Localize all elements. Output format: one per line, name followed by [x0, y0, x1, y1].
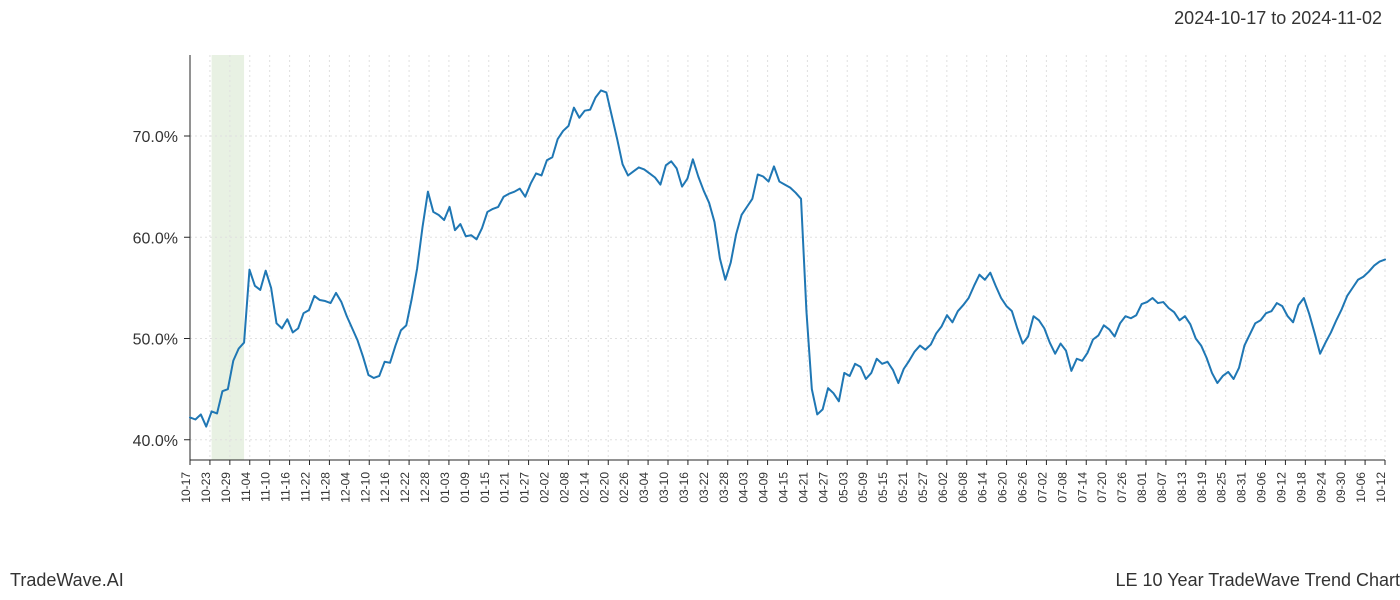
x-tick-label: 08-13 [1175, 472, 1189, 503]
x-tick-label: 11-10 [259, 472, 273, 502]
x-tick-label: 09-06 [1255, 472, 1269, 503]
x-tick-label: 07-26 [1115, 472, 1129, 503]
x-tick-label: 05-15 [876, 472, 890, 503]
x-tick-label: 12-28 [418, 472, 432, 503]
x-tick-label: 09-30 [1334, 472, 1348, 503]
x-tick-label: 03-10 [657, 472, 671, 503]
x-tick-label: 11-04 [239, 472, 253, 502]
chart-title: LE 10 Year TradeWave Trend Chart [1115, 570, 1400, 591]
x-tick-label: 08-07 [1155, 472, 1169, 503]
x-tick-label: 04-15 [777, 472, 791, 503]
x-tick-label: 06-14 [976, 472, 990, 503]
x-tick-label: 02-20 [597, 472, 611, 503]
x-tick-label: 05-27 [916, 472, 930, 503]
trend-chart: 40.0% 50.0% 60.0% 70.0% 10-17 10-23 10-29 11-04… [0, 40, 1400, 550]
y-tick-label: 50.0% [133, 332, 178, 349]
x-tick-label: 07-02 [1035, 472, 1049, 503]
x-tick-label: 12-04 [338, 472, 352, 503]
x-tick-label: 05-09 [856, 472, 870, 503]
y-tick-label: 70.0% [133, 129, 178, 146]
x-tick-label: 06-20 [996, 472, 1010, 503]
x-tick-label: 04-03 [737, 472, 751, 503]
x-tick-label: 04-21 [796, 472, 810, 503]
x-tick-label: 09-18 [1294, 472, 1308, 503]
x-tick-label: 01-09 [458, 472, 472, 503]
x-tick-label: 03-04 [637, 472, 651, 503]
x-tick-label: 01-21 [498, 472, 512, 503]
x-tick-label: 11-22 [299, 472, 313, 502]
x-tick-label: 01-27 [518, 472, 532, 503]
x-tick-label: 02-26 [617, 472, 631, 503]
x-tick-label: 06-02 [936, 472, 950, 503]
x-tick-label: 01-15 [478, 472, 492, 503]
x-tick-label: 01-03 [438, 472, 452, 503]
x-tick-label: 12-10 [358, 472, 372, 503]
x-tick-label: 08-31 [1235, 472, 1249, 503]
x-tick-label: 10-23 [199, 472, 213, 503]
x-tick-label: 04-09 [757, 472, 771, 503]
x-tick-label: 08-01 [1135, 472, 1149, 503]
x-tick-label: 12-22 [398, 472, 412, 503]
y-tick-label: 60.0% [133, 230, 178, 247]
x-tick-label: 02-14 [577, 472, 591, 503]
highlight-band [212, 55, 244, 460]
x-tick-label: 05-03 [836, 472, 850, 503]
x-tick-label: 02-02 [538, 472, 552, 503]
x-tick-label: 09-24 [1314, 472, 1328, 503]
x-tick-label: 11-28 [318, 472, 332, 502]
x-tick-label: 10-29 [219, 472, 233, 503]
x-tick-label: 10-12 [1374, 472, 1388, 503]
x-tick-label: 04-27 [816, 472, 830, 503]
x-tick-label: 06-26 [1016, 472, 1030, 503]
x-tick-label: 09-12 [1274, 472, 1288, 503]
x-tick-label: 07-20 [1095, 472, 1109, 503]
x-tick-label: 12-16 [378, 472, 392, 503]
x-tick-label: 03-28 [717, 472, 731, 503]
x-tick-label: 02-08 [557, 472, 571, 503]
brand-label: TradeWave.AI [10, 570, 124, 591]
x-tick-label: 10-06 [1354, 472, 1368, 503]
x-tick-label: 03-22 [697, 472, 711, 503]
x-tick-label: 03-16 [677, 472, 691, 503]
x-tick-label: 07-14 [1075, 472, 1089, 503]
x-tick-label: 11-16 [279, 472, 293, 502]
x-tick-label: 08-19 [1195, 472, 1209, 503]
x-tick-label: 08-25 [1215, 472, 1229, 503]
x-tick-label: 05-21 [896, 472, 910, 503]
date-range-label: 2024-10-17 to 2024-11-02 [1174, 8, 1382, 29]
x-tick-label: 06-08 [956, 472, 970, 503]
x-tick-label: 10-17 [179, 472, 193, 503]
y-tick-label: 40.0% [133, 433, 178, 450]
x-tick-label: 07-08 [1055, 472, 1069, 503]
